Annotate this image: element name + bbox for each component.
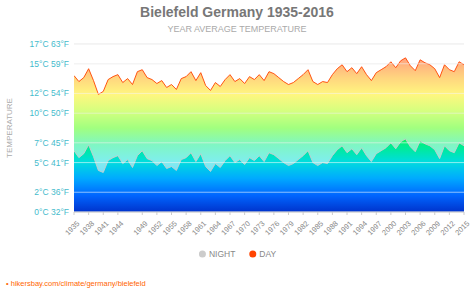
x-tick (332, 212, 333, 215)
y-tick-label: 10°C 50°F (30, 108, 69, 118)
grid-line (74, 63, 464, 64)
plot-area (74, 44, 464, 212)
grid-line (74, 93, 464, 94)
grid-line (74, 142, 464, 143)
x-tick-label: 1961 (190, 219, 208, 237)
x-tick-label: 1938 (78, 219, 96, 237)
grid-line (74, 192, 464, 193)
x-tick-label: 1982 (292, 219, 310, 237)
x-tick-label: 1967 (219, 219, 237, 237)
line (74, 58, 464, 95)
x-tick-label: 1958 (175, 219, 193, 237)
x-tick (230, 212, 231, 215)
x-tick (434, 212, 435, 215)
y-tick-label: 17°C 63°F (30, 39, 69, 49)
grid-line (74, 162, 464, 163)
x-tick (347, 212, 348, 215)
area-day (74, 58, 464, 212)
x-tick (376, 212, 377, 215)
x-tick (200, 212, 201, 215)
x-tick (186, 212, 187, 215)
x-tick (215, 212, 216, 215)
y-axis-label: TEMPERATURE (5, 98, 14, 158)
x-tick-label: 2006 (409, 219, 427, 237)
x-tick (390, 212, 391, 215)
legend-marker (199, 251, 206, 258)
x-tick (361, 212, 362, 215)
x-tick (103, 212, 104, 215)
grid-line (74, 162, 464, 163)
legend: NIGHT DAY (199, 249, 277, 259)
legend-label: DAY (259, 249, 276, 259)
grid (74, 44, 464, 212)
title: Bielefeld Germany 1935-2016 (140, 4, 334, 20)
grid-line (74, 93, 464, 94)
grid-line (74, 142, 464, 143)
x-tick-label: 1941 (92, 219, 110, 237)
grid-line (74, 63, 464, 64)
footer: • hikersbay.com/climate/germany/bielefel… (6, 279, 146, 288)
x-tick (420, 212, 421, 215)
x-tick (273, 212, 274, 215)
y-tick-label: 12°C 54°F (30, 88, 69, 98)
x-tick (464, 212, 465, 215)
area-night (74, 139, 464, 212)
chart: Bielefeld Germany 1935-2016 YEAR AVERAGE … (0, 0, 474, 296)
x-tick (288, 212, 289, 215)
subtitle: YEAR AVERAGE TEMPERATURE (167, 24, 306, 34)
grid-line (74, 113, 464, 114)
x-tick (449, 212, 450, 215)
x-tick-label: 2003 (395, 219, 413, 237)
grid-line (74, 44, 464, 45)
x-tick-label: 1973 (248, 219, 266, 237)
x-tick-label: 1976 (263, 219, 281, 237)
x-tick (171, 212, 172, 215)
x-tick-label: 1935 (63, 219, 81, 237)
line (74, 139, 464, 173)
y-tick-label: 7°C 45°F (34, 138, 69, 148)
y-tick-label: 0°C 32°F (34, 207, 69, 217)
x-tick-label: 1952 (146, 219, 164, 237)
x-tick-label: 1964 (205, 219, 223, 237)
x-tick (88, 212, 89, 215)
x-tick-label: 1970 (234, 219, 252, 237)
grid-line (74, 192, 464, 193)
x-tick (117, 212, 118, 215)
x-tick (303, 212, 304, 215)
x-tick-label: 1991 (336, 219, 354, 237)
x-tick-label: 1949 (131, 219, 149, 237)
x-tick-label: 1994 (351, 219, 369, 237)
y-tick-label: 2°C 36°F (34, 187, 69, 197)
y-tick-label: 5°C 41°F (34, 158, 69, 168)
x-tick (244, 212, 245, 215)
x-tick-label: 1944 (107, 219, 125, 237)
x-tick (259, 212, 260, 215)
x-tick-label: 1955 (161, 219, 179, 237)
x-tick-label: 2000 (380, 219, 398, 237)
x-tick-label: 1997 (365, 219, 383, 237)
y-tick-label: 15°C 59°F (30, 59, 69, 69)
legend-label: NIGHT (209, 249, 235, 259)
x-tick (74, 212, 75, 215)
x-tick-label: 2012 (439, 219, 457, 237)
x-tick (405, 212, 406, 215)
legend-marker (249, 251, 256, 258)
x-tick-label: 1979 (278, 219, 296, 237)
x-tick (142, 212, 143, 215)
grid-line (74, 113, 464, 114)
x-tick (156, 212, 157, 215)
x-tick-label: 2015 (453, 219, 471, 237)
grid-line (74, 44, 464, 45)
grid-line (74, 212, 464, 213)
x-tick-label: 1988 (322, 219, 340, 237)
x-tick-label: 1985 (307, 219, 325, 237)
x-tick (317, 212, 318, 215)
x-tick-label: 2009 (424, 219, 442, 237)
